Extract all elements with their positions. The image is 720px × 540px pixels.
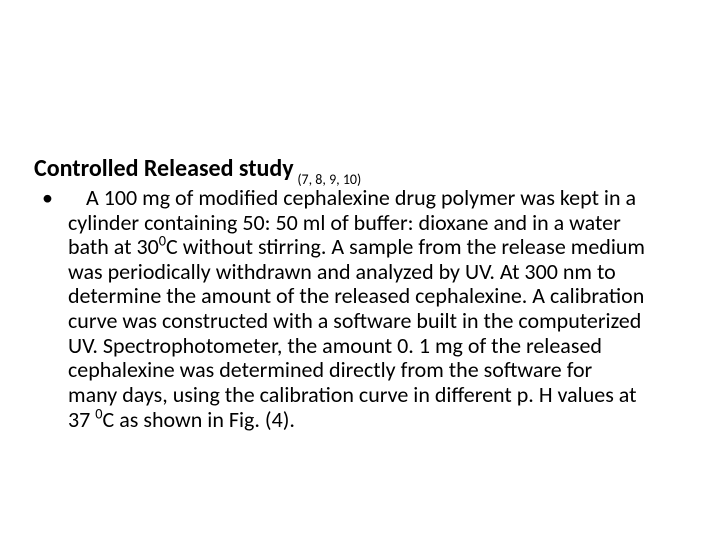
body-sup2: 0	[95, 404, 102, 422]
heading-citation: (7, 8, 9, 10)	[297, 171, 361, 188]
slide: Controlled Released study (7, 8, 9, 10) …	[0, 0, 720, 540]
heading-title: Controlled Released study	[34, 154, 294, 183]
body-sup1: 0	[159, 232, 166, 250]
body-part3: C as shown in Fig. (4).	[103, 406, 295, 433]
body-part2: C without stirring. A sample from the re…	[68, 233, 645, 432]
heading-line: Controlled Released study (7, 8, 9, 10)	[34, 156, 646, 184]
content-block: Controlled Released study (7, 8, 9, 10) …	[34, 156, 646, 432]
bullet-body: A 100 mg of modified cephalexine drug po…	[50, 186, 646, 432]
bullet-row: • A 100 mg of modified cephalexine drug …	[34, 186, 646, 432]
